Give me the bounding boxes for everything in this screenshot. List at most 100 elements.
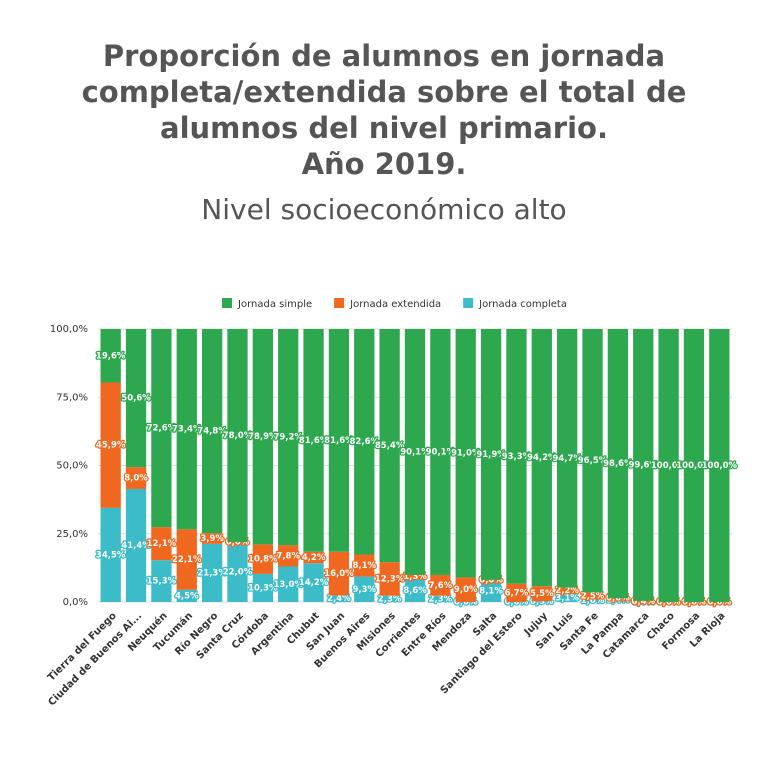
- bar-segment: [303, 551, 324, 564]
- data-label: 94,2%: [527, 453, 557, 463]
- data-label: 15,3%: [147, 577, 177, 587]
- bar-segment: [176, 329, 197, 530]
- data-label: 82,6%: [350, 437, 380, 447]
- legend-label: Jornada extendida: [349, 299, 441, 310]
- data-label: 13,0%: [273, 580, 303, 590]
- data-label: 12,3%: [375, 574, 405, 584]
- legend-swatch: [463, 298, 474, 308]
- bar-segment: [480, 329, 502, 580]
- bar-segment: [303, 329, 324, 552]
- bar-segment: [430, 595, 451, 602]
- y-tick-label: 75,0%: [56, 392, 88, 403]
- bar-segment: [176, 589, 197, 602]
- bar-segment: [125, 329, 147, 468]
- data-label: 8,6%: [403, 586, 427, 596]
- bar-segment: [582, 592, 603, 600]
- bar-segment: [531, 329, 552, 587]
- bar-segment: [328, 551, 350, 596]
- data-label: 94,7%: [552, 454, 582, 464]
- bar-segment: [252, 544, 273, 574]
- chart-subtitle: Nivel socioeconómico alto: [201, 193, 567, 226]
- data-label: 2,4%: [327, 594, 351, 604]
- data-label: 100,0%: [676, 461, 712, 471]
- data-label: 6,7%: [505, 588, 529, 598]
- data-label: 41,4%: [121, 541, 151, 551]
- data-label: 2,2%: [555, 586, 579, 596]
- bar-segment: [379, 595, 400, 602]
- data-label: 91,9%: [476, 450, 506, 460]
- data-label: 90,1%: [400, 447, 430, 457]
- data-label: 50,6%: [121, 394, 151, 404]
- legend-label: Jornada simple: [237, 299, 312, 310]
- data-label: 4,5%: [175, 591, 199, 601]
- bar-segment: [151, 329, 172, 528]
- bar-segment: [709, 329, 730, 602]
- bar-segment: [404, 574, 426, 579]
- data-label: 78,9%: [248, 432, 278, 442]
- bar-segment: [100, 507, 121, 602]
- data-label: 8,0%: [124, 474, 148, 484]
- data-label: 10,3%: [248, 583, 278, 593]
- data-label: 85,4%: [375, 441, 405, 451]
- data-label: 19,6%: [96, 351, 126, 361]
- bar-segment: [100, 382, 121, 508]
- legend-swatch: [334, 298, 345, 308]
- bar-segment: [430, 329, 451, 575]
- bar-segment: [531, 586, 552, 602]
- data-label: 99,6%: [628, 460, 658, 470]
- data-label: 16,0%: [324, 569, 354, 579]
- data-label: 72,6%: [147, 424, 177, 434]
- bar-segment: [506, 583, 527, 602]
- data-label: 8,1%: [479, 586, 503, 596]
- bar-segment: [151, 527, 172, 561]
- bar-segment: [125, 467, 147, 489]
- bar-segment: [303, 563, 324, 602]
- bar-segment: [633, 329, 654, 601]
- data-label: 81,6%: [299, 436, 329, 446]
- data-label: 5,5%: [530, 589, 554, 599]
- y-tick-label: 100,0%: [50, 324, 88, 335]
- data-label: 74,8%: [197, 427, 227, 437]
- data-label: 21,3%: [197, 568, 227, 578]
- bar-segment: [607, 329, 629, 599]
- bar-segment: [176, 529, 197, 590]
- bar-segment: [201, 533, 223, 544]
- bar-segment: [328, 329, 350, 552]
- data-label: 73,4%: [172, 425, 202, 435]
- data-label: 100,0%: [702, 461, 738, 471]
- y-tick-label: 0,0%: [63, 597, 88, 608]
- data-label: 3,1%: [555, 593, 579, 603]
- chart-title: Proporción de alumnos en jornada complet…: [81, 39, 687, 181]
- bar-segment: [658, 329, 679, 602]
- bar-segment: [354, 329, 375, 555]
- bar-segment: [379, 562, 400, 596]
- bar-segment: [151, 560, 172, 602]
- bar-segment: [557, 329, 578, 588]
- legend-label: Jornada completa: [478, 299, 567, 310]
- bar-segment: [328, 595, 350, 602]
- data-label: 4,2%: [302, 553, 326, 563]
- data-label: 22,0%: [223, 567, 253, 577]
- data-label: 100,0%: [651, 461, 687, 471]
- data-label: 2,3%: [378, 594, 402, 604]
- bar-segment: [278, 329, 299, 546]
- bar-segment: [480, 579, 502, 602]
- data-label: 79,2%: [273, 433, 303, 443]
- bar-segment: [278, 566, 299, 602]
- bar-segment: [354, 576, 375, 602]
- data-label: 8,1%: [352, 561, 376, 571]
- bar-segment: [455, 577, 476, 602]
- bar-segment: [430, 574, 451, 596]
- data-label: 78,0%: [223, 431, 253, 441]
- data-label: 90,1%: [426, 447, 456, 457]
- bar-segment: [354, 554, 375, 577]
- bar-segment: [455, 329, 476, 578]
- y-tick-label: 50,0%: [56, 461, 88, 472]
- data-label: 9,0%: [454, 585, 478, 595]
- bar-segment: [607, 598, 629, 602]
- data-label: 98,6%: [603, 459, 633, 469]
- bar-segment: [582, 329, 603, 593]
- data-label: 9,3%: [352, 585, 376, 595]
- data-label: 22,1%: [172, 555, 202, 565]
- bar-segment: [506, 329, 527, 584]
